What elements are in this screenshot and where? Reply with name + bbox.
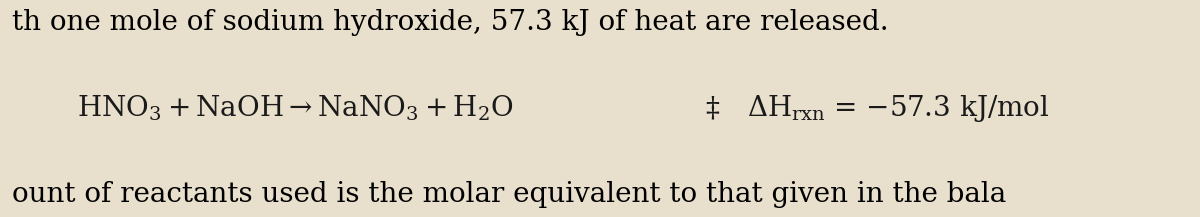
- Text: $\mathregular{HNO_3 + NaOH \rightarrow NaNO_3 + H_2O}$: $\mathregular{HNO_3 + NaOH \rightarrow N…: [77, 94, 514, 123]
- Text: th one mole of sodium hydroxide, 57.3 kJ of heat are released.: th one mole of sodium hydroxide, 57.3 kJ…: [12, 8, 889, 36]
- Text: ‡: ‡: [704, 95, 719, 122]
- Text: ount of reactants used is the molar equivalent to that given in the bala: ount of reactants used is the molar equi…: [12, 181, 1007, 209]
- Text: $\mathregular{\Delta H_{rxn}}$ = −57.3 kJ/mol: $\mathregular{\Delta H_{rxn}}$ = −57.3 k…: [746, 93, 1050, 124]
